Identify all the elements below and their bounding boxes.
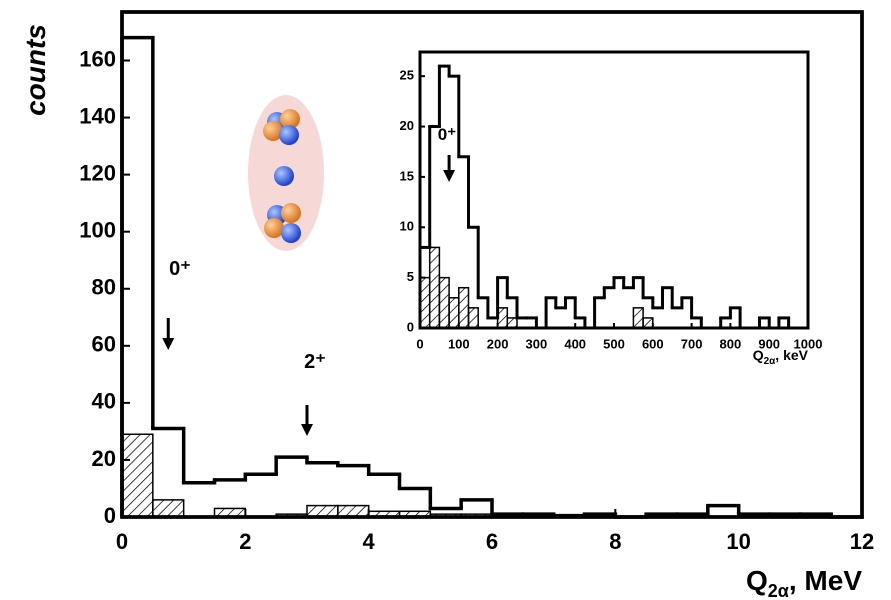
hatched-bin <box>428 246 441 329</box>
x-tick-label: 8 <box>609 529 621 554</box>
y-tick-label: 120 <box>79 160 116 185</box>
hatched-bin <box>506 317 518 329</box>
annotation: 0⁺ <box>169 258 191 280</box>
y-tick-label: 15 <box>400 168 414 183</box>
arrow-head <box>443 170 456 182</box>
hatched-bin <box>438 276 450 329</box>
x-tick-label: 2 <box>239 529 251 554</box>
y-tick-label: 5 <box>407 269 414 284</box>
x-tick-label: 0 <box>116 529 128 554</box>
x-axis-label: Q2α, keV <box>753 347 809 367</box>
hatched-bin <box>467 307 479 329</box>
y-tick-label: 20 <box>400 118 414 133</box>
hatched-bin <box>642 317 654 329</box>
hatched-bin <box>121 433 154 518</box>
hatched-bin <box>496 307 509 329</box>
arrow-head <box>301 424 313 436</box>
y-tick-label: 80 <box>92 275 116 300</box>
plot-frame-border <box>120 10 864 519</box>
hatched-bin <box>458 286 470 329</box>
x-tick-label: 4 <box>363 529 376 554</box>
x-axis-label-rest: , MeV <box>789 565 862 596</box>
hatched-bin <box>448 297 460 329</box>
x-tick-label: 200 <box>487 337 509 352</box>
x-tick-label: 100 <box>448 337 470 352</box>
arrow-head <box>162 338 175 350</box>
x-tick-label: 12 <box>850 529 874 554</box>
y-tick-label: 25 <box>400 68 414 83</box>
x-tick-label: 300 <box>526 337 548 352</box>
annotation: 2⁺ <box>304 351 326 373</box>
y-tick-label: 20 <box>92 446 116 471</box>
x-tick-label: 1000 <box>794 337 823 352</box>
x-tick-label: 6 <box>486 529 498 554</box>
y-tick-label: 10 <box>400 219 414 234</box>
inset-chart: 0 5 10 15 20 25 0 100 200 300 400 500 600 700 800 900 10… <box>400 50 823 367</box>
hatched-bin <box>632 307 644 329</box>
y-tick-label: 140 <box>79 103 116 128</box>
x-tick-label: 500 <box>603 337 625 352</box>
x-axis-label-sub: 2α <box>764 356 777 367</box>
x-axis-label-sub: 2α <box>768 581 789 600</box>
y-tick-label: 60 <box>92 332 116 357</box>
molecule-icon <box>248 95 324 251</box>
x-axis-label-main: Q <box>746 565 768 596</box>
x-tick-label: 800 <box>720 337 742 352</box>
x-tick-label: 700 <box>681 337 703 352</box>
hatched-bin <box>152 499 185 518</box>
x-axis-label-main: Q <box>753 347 764 363</box>
y-tick-label: 0 <box>104 503 116 528</box>
x-tick-label: 10 <box>726 529 750 554</box>
y-tick-label: 160 <box>79 46 116 71</box>
x-tick-label: 600 <box>642 337 664 352</box>
y-axis-label: counts <box>20 24 51 116</box>
x-tick-label: 400 <box>564 337 586 352</box>
annotation: 0⁺ <box>438 125 456 144</box>
plot-frame-border <box>418 50 810 330</box>
x-tick-label: 0 <box>416 337 423 352</box>
x-tick-label: 900 <box>758 337 780 352</box>
y-tick-label: 0 <box>407 319 414 334</box>
x-axis-label-rest: , keV <box>775 347 808 363</box>
x-axis-label: Q2α, MeV <box>746 565 862 600</box>
y-tick-label: 100 <box>79 218 116 243</box>
y-tick-label: 40 <box>92 389 116 414</box>
